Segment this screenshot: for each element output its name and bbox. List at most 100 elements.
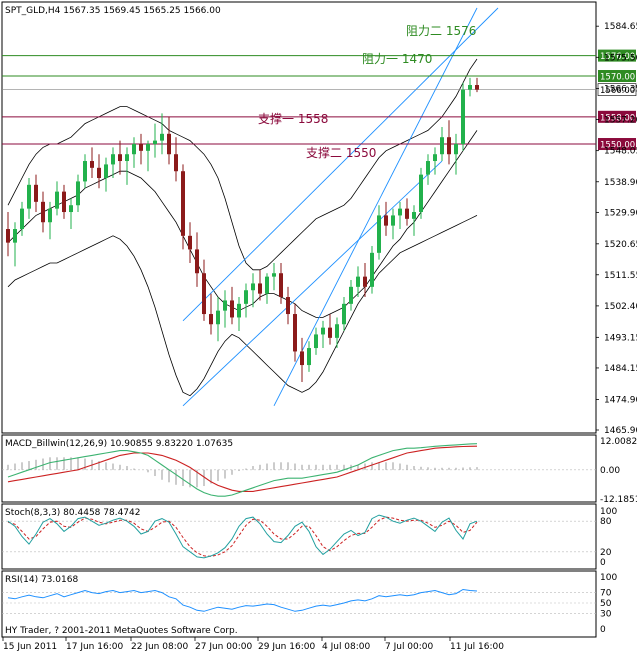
candle-body [384,215,388,226]
price-clipped-group [2,7,596,407]
bollinger-middle-line [7,130,478,318]
candle-body [76,181,80,206]
level-price-label-1550: 1550.00 [600,141,635,151]
channel-outer-line [273,7,478,407]
candle-body [132,144,136,155]
candle-body [111,154,115,165]
price-tick-label: 1511.55 [604,271,637,281]
candle-body [97,167,101,179]
macd-tick-label: 12.0082 [600,437,637,447]
candle-body [405,208,409,219]
candle-body [279,273,283,298]
candle-body [83,161,87,182]
rsi-tick-label: 100 [600,573,617,583]
candle-body [356,276,360,287]
rsi-tick-label: 70 [600,589,612,599]
price-panel-frame [1,1,597,434]
rsi-line [7,588,478,612]
candle-body [251,283,255,291]
stoch-title: Stoch(8,3,3) 80.4458 78.4742 [5,508,140,518]
candle-body [454,144,458,155]
rsi-panel-frame [1,570,597,638]
rsi-tick-label: 50 [600,599,612,609]
candle-body [307,348,311,366]
candle-body [195,249,199,274]
level-price-label-1570: 1570.00 [600,73,635,83]
rsi-title: RSI(14) 73.0168 [5,575,78,585]
candle-body [321,327,325,335]
candle-body [412,212,416,219]
price-tick-label: 1474.90 [604,395,637,405]
candle-body [27,184,31,209]
candle-body [328,327,332,338]
price-tick-label: 1538.90 [604,178,637,188]
price-tick-label: 1529.90 [604,208,637,218]
candle-body [13,229,17,243]
candle-body [363,276,367,287]
time-tick-label: 27 Jun 00:00 [195,642,252,652]
candle-body [272,273,276,277]
candle-body [188,235,192,250]
candle-body [433,154,437,162]
candle-body [286,297,290,315]
candle-body [426,161,430,175]
bollinger-upper-line [7,58,478,271]
candle-body [48,208,52,223]
price-tick-label: 1548.05 [604,147,637,157]
candle-body [223,300,227,311]
candle-body [258,283,262,294]
price-plot: 阻力二 1576 1576.00 阻力一 1470 1570.00 支撑一 1558 15… [2,7,637,407]
candle-body [398,208,402,216]
channel-upper-line [182,7,499,322]
candle-body [55,191,59,209]
time-tick-label: 4 Jul 08:00 [322,642,371,652]
stoch-tick-label: 20 [600,548,612,558]
level-price-tag-1570 [598,70,636,83]
candle-body [461,89,465,145]
level-price-tag-1558 [598,110,636,123]
current-price-tag [597,83,637,96]
candle-body [216,310,220,325]
channel-lower-line [182,160,443,407]
price-tick-label: 1584.65 [604,22,637,32]
macd-tick-label: -12.1851 [600,495,637,505]
rsi-tick-label: 30 [600,609,612,619]
candle-body [314,334,318,349]
candle-body [20,208,24,230]
candle-body [244,290,248,304]
candle-body [468,85,472,90]
macd-main-line [7,443,478,497]
price-tick-label: 1520.65 [604,240,637,250]
level-price-label-1558: 1558.00 [600,113,635,123]
candle-body [475,85,479,90]
stoch-panel-frame [1,503,597,570]
candle-body [69,205,73,213]
candle-body [125,154,129,162]
candle-body [230,300,234,318]
time-tick-label: 29 Jun 16:00 [258,642,315,652]
candle-body [419,174,423,213]
price-tick-label: 1557.20 [604,116,637,126]
candle-body [335,324,339,338]
price-tick-label: 1502.40 [604,302,637,312]
level-annotation-1570: 阻力一 1470 [362,52,432,66]
chart-header: SPT_GLD,H4 1567.35 1569.45 1565.25 1566.… [5,6,221,16]
stoch-tick-label: 80 [600,517,612,527]
level-price-tag-1550 [598,138,636,151]
candle-body [391,215,395,226]
candle-body [62,191,66,213]
level-price-tag-1576 [598,49,636,62]
candle-body [440,137,444,155]
candle-body [174,154,178,172]
candle-body [41,201,45,223]
level-annotation-1558: 支撑一 1558 [258,111,328,126]
candle-body [342,303,346,325]
price-tick-label: 1566.35 [604,84,637,94]
macd-panel-frame [1,434,597,503]
stoch-main-line [7,514,478,559]
candle-body [181,171,185,236]
time-tick-label: 11 Jul 16:00 [450,642,504,652]
macd-title: MACD_Billwin(12,26,9) 10.90855 9.83220 1… [5,439,233,449]
